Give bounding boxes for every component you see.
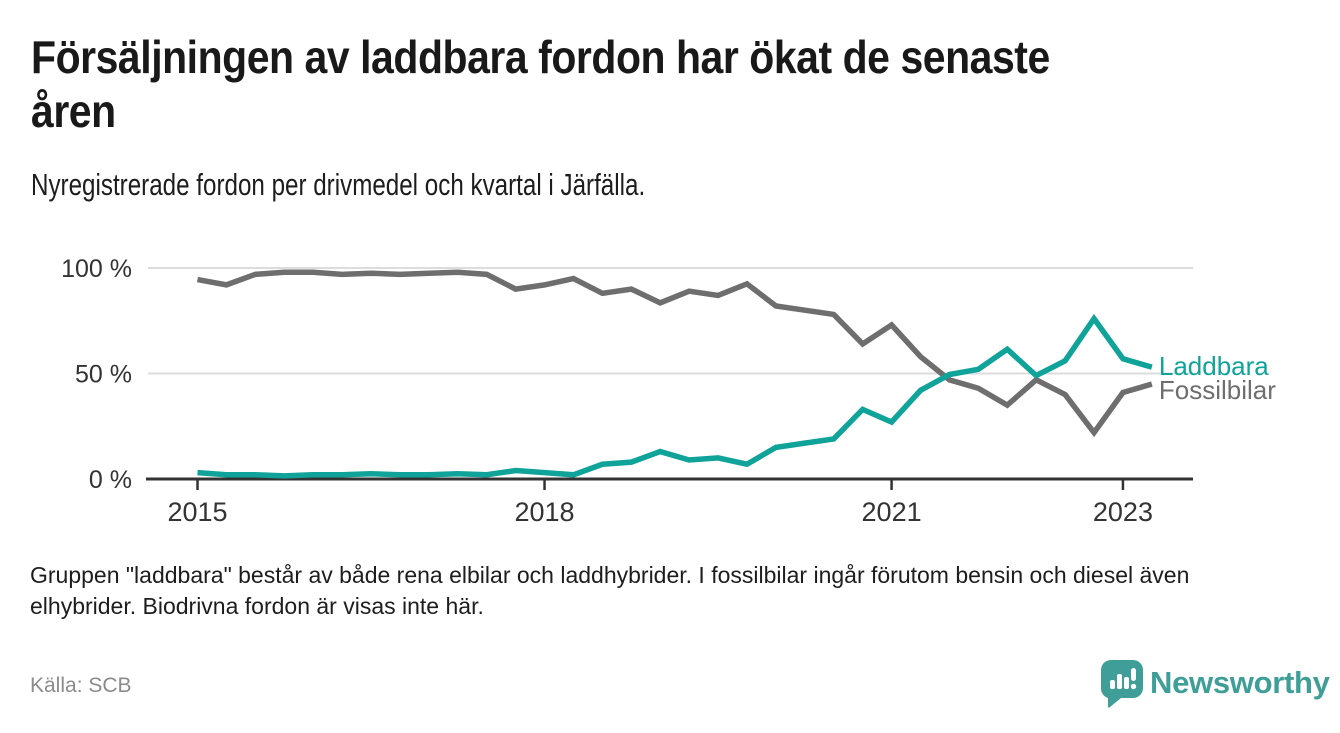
bar-3 [1124,677,1129,689]
x-tick-label-2023: 2023 [1093,497,1153,527]
x-tick-label-2018: 2018 [515,497,575,527]
bar-2 [1117,674,1122,689]
series-label-laddbara: Laddbara [1159,351,1269,381]
exclamation-stem [1131,668,1136,681]
source-label: Källa: SCB [30,674,132,697]
newsworthy-logo-icon [1101,660,1143,708]
y-tick-label-50: 50 % [75,361,132,389]
bar-1 [1110,680,1115,689]
series-line-fossilbilar [197,269,1153,438]
x-tick-label-2015: 2015 [167,497,227,527]
page-title-line-1: Försäljningen av laddbara fordon har öka… [31,31,1050,83]
page-title: Försäljningen av laddbara fordon har öka… [31,30,1050,138]
y-tick-label-0: 0 % [89,466,132,494]
exclamation-dot [1130,683,1137,690]
page-title-line-2: åren [31,85,116,137]
footnote-line-1: Gruppen "laddbara" består av både rena e… [30,562,1190,588]
chart-footnote: Gruppen "laddbara" består av både rena e… [30,560,1189,622]
series-line-laddbara [197,313,1153,479]
chart-subtitle: Nyregistrerade fordon per drivmedel och … [31,167,646,202]
footnote-line-2: elhybrider. Biodrivna fordon är visas in… [30,593,484,619]
brand-name: Newsworthy [1150,665,1330,700]
series-label-fossilbilar: Fossilbilar [1159,375,1276,405]
y-tick-label-100: 100 % [61,255,132,283]
x-tick-label-2021: 2021 [862,497,922,527]
